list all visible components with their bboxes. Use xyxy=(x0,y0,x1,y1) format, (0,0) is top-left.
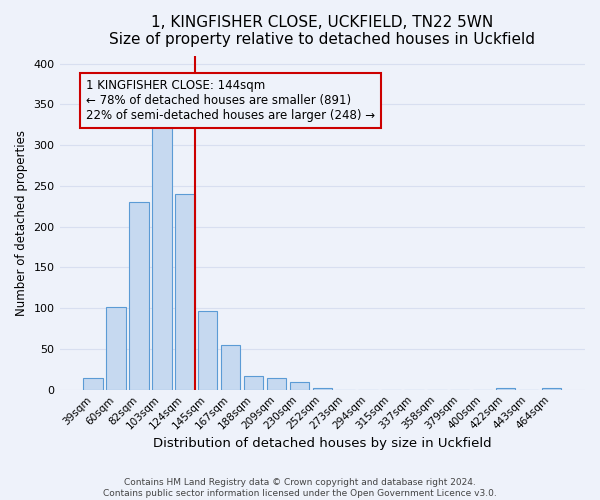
Title: 1, KINGFISHER CLOSE, UCKFIELD, TN22 5WN
Size of property relative to detached ho: 1, KINGFISHER CLOSE, UCKFIELD, TN22 5WN … xyxy=(109,15,535,48)
Text: Contains HM Land Registry data © Crown copyright and database right 2024.
Contai: Contains HM Land Registry data © Crown c… xyxy=(103,478,497,498)
Text: 1 KINGFISHER CLOSE: 144sqm
← 78% of detached houses are smaller (891)
22% of sem: 1 KINGFISHER CLOSE: 144sqm ← 78% of deta… xyxy=(86,79,375,122)
Bar xyxy=(106,308,126,390)
Bar xyxy=(496,388,515,390)
Bar xyxy=(221,345,241,390)
Bar xyxy=(175,194,194,390)
Bar xyxy=(267,378,286,390)
Bar xyxy=(290,382,309,390)
Bar xyxy=(198,310,217,390)
Bar xyxy=(83,378,103,390)
Bar xyxy=(313,388,332,390)
Bar xyxy=(152,124,172,390)
X-axis label: Distribution of detached houses by size in Uckfield: Distribution of detached houses by size … xyxy=(153,437,491,450)
Bar xyxy=(129,202,149,390)
Bar xyxy=(244,376,263,390)
Bar xyxy=(542,388,561,390)
Y-axis label: Number of detached properties: Number of detached properties xyxy=(15,130,28,316)
